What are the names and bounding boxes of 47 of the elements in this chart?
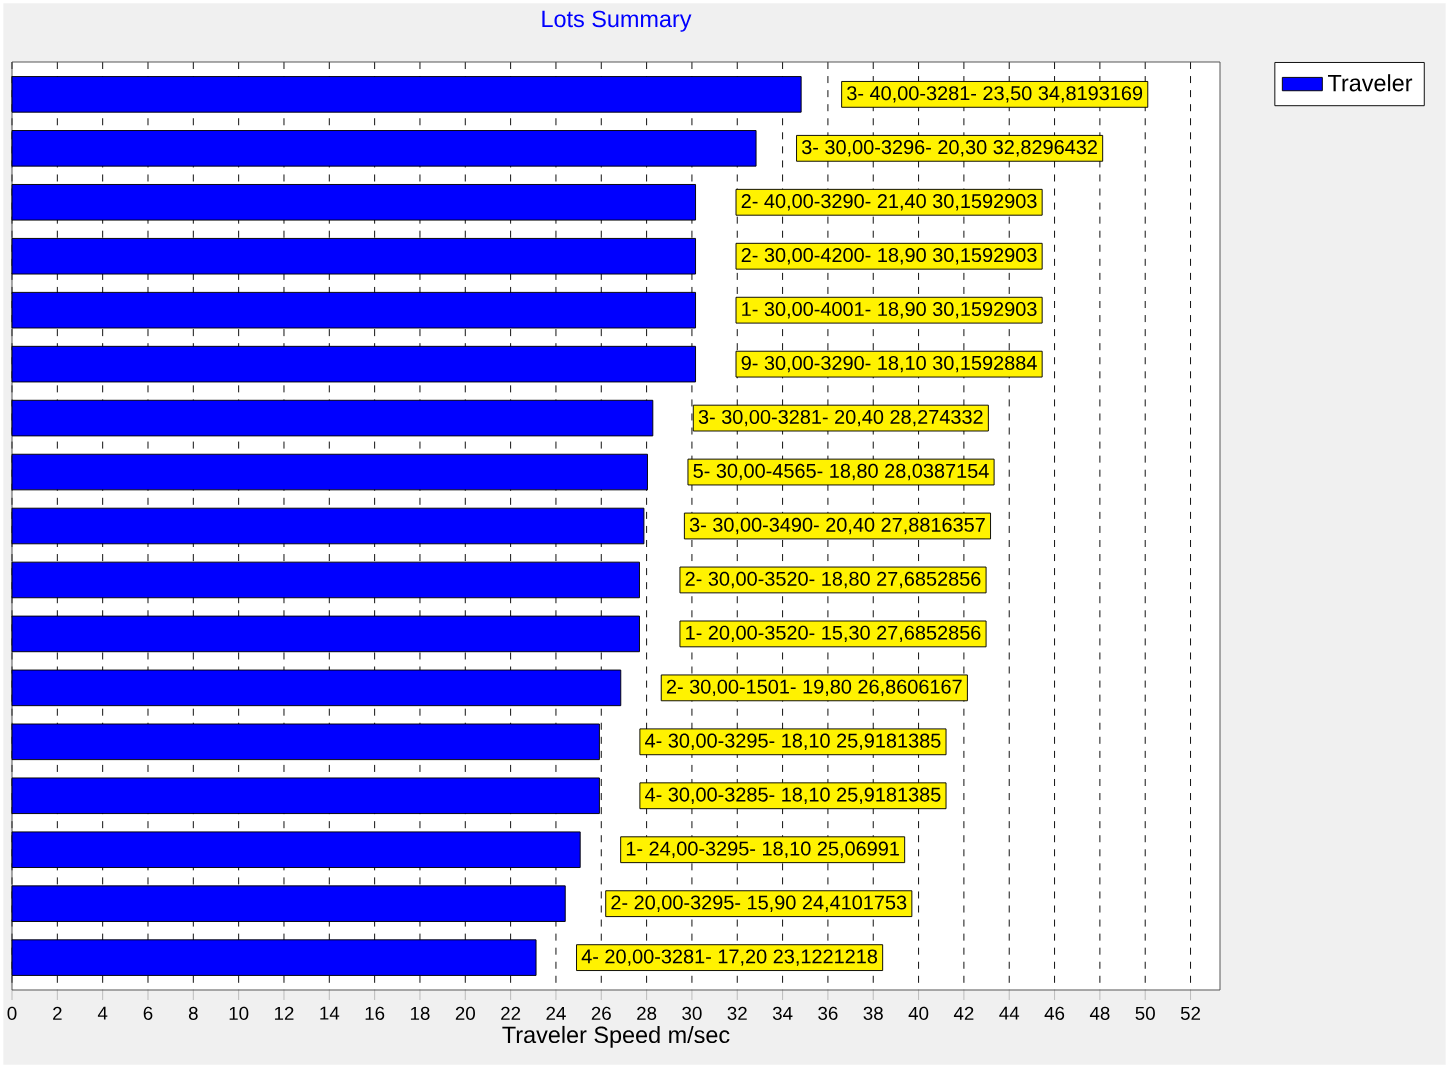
x-tick-label: 8 bbox=[188, 1006, 198, 1020]
data-label: 3- 30,00-3296- 20,30 32,8296432 bbox=[801, 140, 1097, 157]
data-label: 4- 30,00-3295- 18,10 25,9181385 bbox=[645, 733, 941, 751]
data-label: 2- 20,00-3295- 15,90 24,4101753 bbox=[611, 895, 907, 912]
legend-label: Traveler bbox=[1328, 74, 1413, 92]
data-label: 2- 30,00-1501- 19,80 26,8606167 bbox=[666, 679, 962, 697]
data-label: 5- 30,00-4565- 18,80 28,0387154 bbox=[693, 463, 989, 481]
data-label: 2- 30,00-3520- 18,80 27,6852856 bbox=[685, 571, 981, 589]
x-tick-label: 44 bbox=[999, 1006, 1020, 1020]
x-tick-label: 42 bbox=[953, 1006, 974, 1020]
x-tick-label: 38 bbox=[863, 1006, 883, 1020]
data-label: 9- 30,00-3290- 18,10 30,1592884 bbox=[741, 355, 1037, 373]
x-tick-label: 10 bbox=[229, 1006, 249, 1020]
x-tick-label: 14 bbox=[320, 1006, 340, 1020]
data-label: 3- 30,00-3490- 20,40 27,8816357 bbox=[689, 517, 985, 535]
x-tick-label: 30 bbox=[682, 1006, 702, 1020]
x-tick-label: 34 bbox=[772, 1006, 793, 1020]
x-tick-label: 12 bbox=[274, 1006, 294, 1020]
x-tick-label: 6 bbox=[143, 1006, 153, 1020]
x-tick-label: 46 bbox=[1044, 1006, 1065, 1020]
x-tick-label: 4 bbox=[97, 1006, 108, 1020]
data-label: 3- 40,00-3281- 23,50 34,8193169 bbox=[847, 86, 1143, 103]
x-tick-label: 48 bbox=[1089, 1006, 1110, 1020]
x-tick-label: 52 bbox=[1180, 1006, 1201, 1020]
data-label: 1- 20,00-3520- 15,30 27,6852856 bbox=[686, 625, 981, 643]
x-tick-label: 50 bbox=[1135, 1006, 1155, 1020]
data-label: 4- 30,00-3285- 18,10 25,9181385 bbox=[645, 787, 941, 804]
data-label: 1- 30,00-4001- 18,90 30,1592903 bbox=[742, 301, 1037, 319]
x-tick-label: 20 bbox=[455, 1006, 475, 1020]
x-tick-label: 18 bbox=[410, 1006, 430, 1020]
x-tick-label: 32 bbox=[727, 1006, 747, 1020]
data-label: 1- 24,00-3295- 18,10 25,06991 bbox=[626, 841, 899, 858]
data-label: 2- 40,00-3290- 21,40 30,1592903 bbox=[741, 194, 1037, 211]
data-label: 3- 30,00-3281- 20,40 28,274332 bbox=[698, 409, 983, 427]
x-tick-label: 28 bbox=[637, 1006, 657, 1020]
x-tick-label: 16 bbox=[365, 1006, 385, 1020]
x-tick-label: 40 bbox=[908, 1006, 929, 1020]
data-label: 2- 30,00-4200- 18,90 30,1592903 bbox=[741, 248, 1037, 265]
x-tick-label: 24 bbox=[546, 1006, 566, 1020]
x-axis-title: Traveler Speed m/sec bbox=[502, 1025, 730, 1048]
x-tick-label: 2 bbox=[53, 1006, 62, 1020]
chart-title: Lots Summary bbox=[542, 10, 692, 32]
x-tick-label: 26 bbox=[591, 1006, 611, 1020]
data-label: 4- 20,00-3281- 17,20 23,1221218 bbox=[581, 949, 878, 966]
x-tick-label: 22 bbox=[501, 1006, 521, 1020]
x-tick-label: 0 bbox=[7, 1006, 17, 1020]
x-tick-label: 36 bbox=[818, 1006, 838, 1020]
